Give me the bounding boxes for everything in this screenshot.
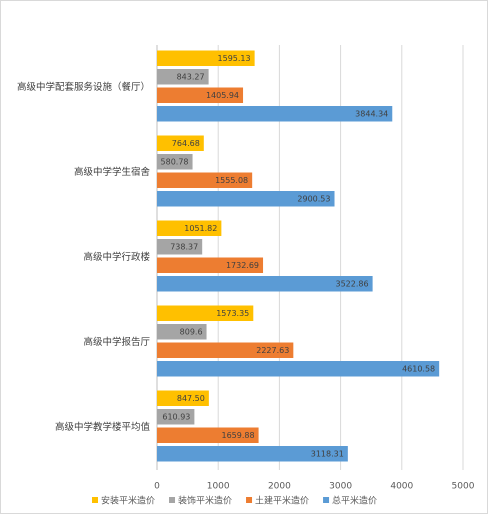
data-label: 738.37 <box>170 242 198 251</box>
bar <box>157 50 255 66</box>
data-label: 1595.13 <box>218 54 251 63</box>
legend-label: 安装平米造价 <box>101 495 155 507</box>
data-label: 843.27 <box>177 72 205 81</box>
data-label: 3522.86 <box>336 279 369 288</box>
data-label: 764.68 <box>172 139 200 148</box>
data-label: 2227.63 <box>256 346 289 355</box>
data-label: 1555.08 <box>215 176 248 185</box>
bar <box>157 106 393 122</box>
data-label: 1051.82 <box>184 224 217 233</box>
category-label: 高级中学报告厅 <box>83 336 150 348</box>
x-tick-label: 3000 <box>329 482 352 492</box>
legend-swatch <box>92 497 98 503</box>
bar <box>157 427 259 443</box>
data-label: 809.6 <box>180 327 203 336</box>
category-label: 高级中学配套服务设施（餐厅） <box>17 81 150 93</box>
data-label: 847.50 <box>177 394 205 403</box>
data-label: 3118.31 <box>311 449 344 458</box>
legend-label: 总平米造价 <box>332 495 377 507</box>
data-label: 580.78 <box>161 157 189 166</box>
category-label: 高级中学教学楼平均值 <box>55 421 151 433</box>
category-label: 高级中学行政楼 <box>83 251 150 263</box>
bar <box>157 342 294 358</box>
legend-swatch <box>323 497 330 503</box>
x-tick-label: 4000 <box>390 482 413 492</box>
bar <box>157 409 195 425</box>
bar <box>157 446 348 462</box>
legend-label: 装饰平米造价 <box>178 495 232 507</box>
legend-label: 土建平米造价 <box>255 495 309 507</box>
data-label: 2900.53 <box>297 194 330 203</box>
legend-swatch <box>246 497 253 503</box>
bar <box>157 135 204 151</box>
bar <box>157 276 373 292</box>
bar <box>157 390 209 406</box>
bar <box>157 154 193 170</box>
data-label: 4610.58 <box>402 364 435 373</box>
data-label: 610.93 <box>162 412 190 421</box>
x-tick-label: 2000 <box>268 482 291 492</box>
bar <box>157 361 440 377</box>
x-tick-label: 0 <box>154 482 160 492</box>
bar <box>157 172 253 188</box>
legend-swatch <box>169 497 176 503</box>
x-tick-label: 5000 <box>452 482 475 492</box>
bar <box>157 191 335 207</box>
x-tick-label: 1000 <box>207 482 230 492</box>
bar <box>157 324 207 340</box>
bar <box>157 305 254 321</box>
bar <box>157 69 209 85</box>
data-label: 1405.94 <box>206 91 239 100</box>
bar <box>157 220 222 236</box>
data-label: 1732.69 <box>226 261 259 270</box>
data-label: 3844.34 <box>355 109 388 118</box>
data-label: 1659.88 <box>221 431 254 440</box>
bar <box>157 239 203 255</box>
data-label: 1573.35 <box>216 309 249 318</box>
bar <box>157 257 264 273</box>
bar <box>157 87 244 103</box>
category-label: 高级中学学生宿舍 <box>74 166 151 178</box>
